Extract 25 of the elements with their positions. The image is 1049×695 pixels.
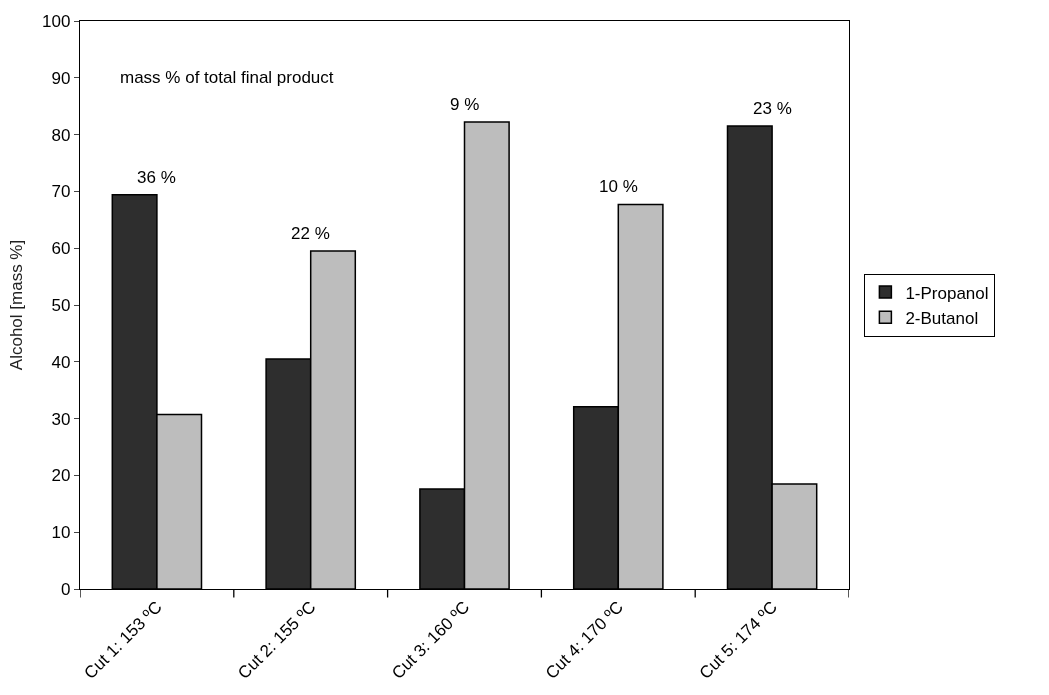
y-tick-label: 10 [51, 523, 71, 543]
y-tick-label: 100 [42, 11, 71, 31]
annotation: 23 % [753, 99, 792, 118]
x-tick-label: Cut 2: 155 ºC [234, 597, 320, 683]
x-tick-label: Cut 1: 153 ºC [80, 597, 166, 683]
y-tick-label: 90 [51, 68, 71, 88]
x-tick-label: Cut 5: 174 ºC [695, 597, 781, 683]
y-axis-title: Alcohol [mass %] [6, 239, 26, 371]
y-tick-label: 70 [51, 182, 71, 202]
annotation: 36 % [137, 168, 176, 187]
x-tick-label: Cut 3: 160 ºC [388, 597, 474, 683]
y-tick-label: 60 [51, 239, 71, 259]
annotation: 22 % [291, 224, 330, 243]
y-tick-label: 0 [60, 579, 71, 599]
annotation: mass % of total final product [120, 68, 334, 87]
y-tick-label: 50 [51, 295, 71, 315]
legend-label: 1-Propanol [905, 283, 989, 303]
legend-label: 2-Butanol [905, 308, 979, 328]
y-tick-label: 80 [51, 125, 71, 145]
y-tick-label: 30 [51, 409, 71, 429]
annotation: 10 % [599, 177, 638, 196]
annotation: 9 % [450, 95, 480, 114]
x-tick-label: Cut 4: 170 ºC [541, 597, 628, 683]
y-tick-label: 40 [51, 352, 71, 372]
y-tick-label: 20 [51, 466, 71, 486]
